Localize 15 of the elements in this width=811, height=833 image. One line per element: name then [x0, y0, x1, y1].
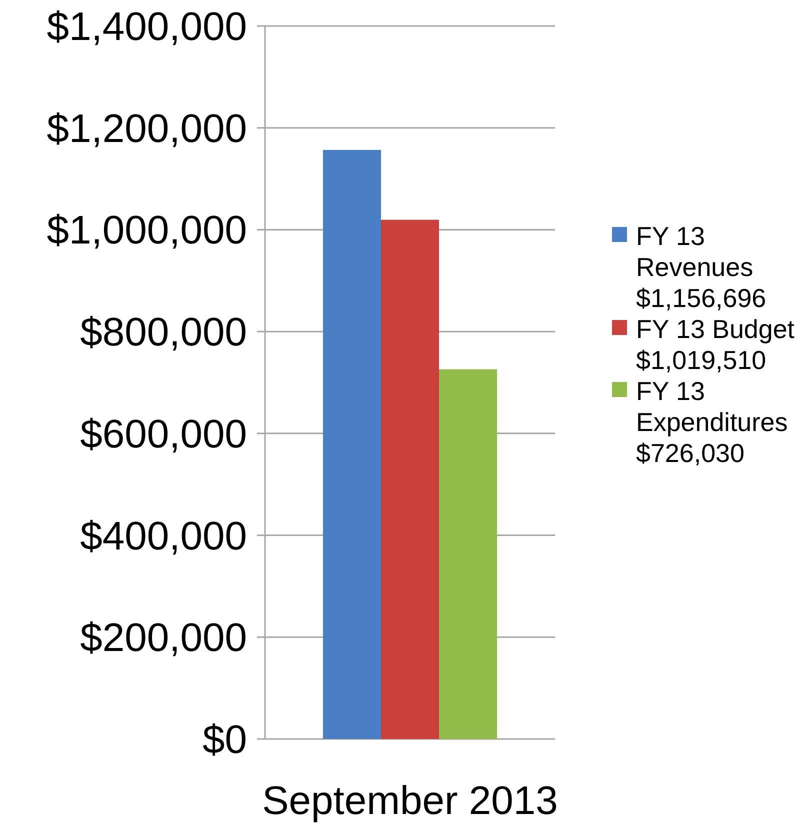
bar	[323, 150, 381, 739]
y-tick-label: $1,000,000	[46, 208, 247, 253]
bar	[381, 220, 439, 739]
x-tick-label: September 2013	[262, 779, 558, 823]
y-tick-label: $800,000	[80, 310, 247, 355]
legend-label: FY 13 Expenditures $726,030	[636, 376, 788, 468]
y-tick-label: $400,000	[80, 514, 247, 558]
y-tick-label: $0	[202, 718, 247, 762]
y-tick-label: $1,400,000	[46, 5, 247, 49]
legend-label: FY 13 Budget $1,019,510	[636, 314, 796, 376]
y-tick-label: $1,200,000	[46, 106, 247, 151]
legend-label: FY 13 Revenues $1,156,696	[636, 221, 766, 314]
y-tick-label: $200,000	[80, 616, 247, 660]
y-tick-label: $600,000	[80, 412, 247, 456]
bar	[439, 369, 497, 739]
